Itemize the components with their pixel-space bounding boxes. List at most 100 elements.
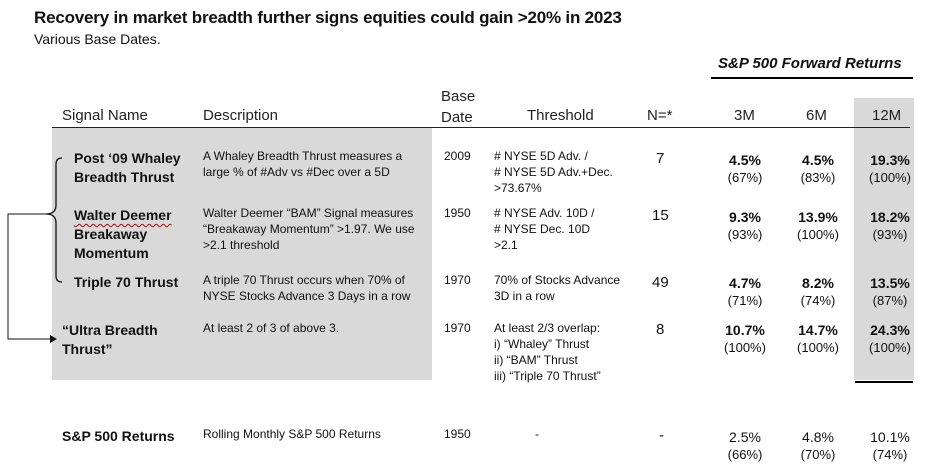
description-line: >2.1 threshold [203,238,280,252]
header-underline [52,127,910,128]
table-row-2-n: 15 [652,207,669,224]
table-row-3-description: A triple 70 Thrust occurs when 70% of NY… [203,272,410,304]
signal-name-line: Triple 70 Thrust [74,274,179,290]
description-line: A Whaley Breadth Thrust measures a [203,149,403,163]
description-line: Walter Deemer “BAM” Signal measures [203,206,414,220]
header-12m: 12M [872,107,902,124]
page-subtitle: Various Base Dates. [34,31,161,47]
table-row-5-description: Rolling Monthly S&P 500 Returns [203,426,381,442]
return-value: 10.1% [870,429,910,445]
return-hit-rate: (66%) [727,447,763,462]
return-value: 19.3% [870,152,910,168]
12m-column-shading [854,98,914,380]
threshold-line: ii) “BAM” Thrust [494,353,578,367]
table-row-5-6m: 4.8% (70%) [786,428,850,464]
return-value: 24.3% [870,322,910,338]
table-row-4-base-date: 1970 [444,321,471,335]
return-hit-rate: (100%) [869,170,911,185]
return-value: 9.3% [729,209,761,225]
threshold-line: >2.1 [494,238,518,252]
table-row-4-6m: 14.7% (100%) [786,321,850,357]
return-hit-rate: (71%) [727,293,763,308]
signal-name-line: Breadth Thrust [74,169,175,185]
table-row-2-signal-name: Walter Deemer Breakaway Momentum [74,206,172,263]
description-line: “Breakaway Momentum” >1.97. We use [203,222,415,236]
header-3m: 3M [734,107,755,124]
table-row-2-description: Walter Deemer “BAM” Signal measures “Bre… [203,205,415,253]
table-row-1-n: 7 [656,150,665,167]
table-row-3-3m: 4.7% (71%) [713,274,777,310]
description-line: large % of #Adv vs #Dec over a 5D [203,165,390,179]
signal-name-line: “Ultra Breadth [62,322,158,338]
table-row-3-6m: 8.2% (74%) [786,274,850,310]
table-row-4-12m: 24.3% (100%) [858,321,922,357]
table-row-5-signal-name: S&P 500 Returns [62,427,175,446]
description-line: A triple 70 Thrust occurs when 70% of [203,273,405,287]
signal-name-line: Post ‘09 Whaley [74,150,181,166]
table-row-5-12m: 10.1% (74%) [858,428,922,464]
spellcheck-underlined-text: Walter Deemer [74,207,172,223]
table-row-4-signal-name: “Ultra Breadth Thrust” [62,321,158,359]
table-row-1-6m: 4.5% (83%) [786,151,850,187]
return-value: 4.8% [802,429,834,445]
table-row-5-3m: 2.5% (66%) [713,428,777,464]
threshold-line: # NYSE 5D Adv.+Dec. [494,165,613,179]
table-row-4-threshold: At least 2/3 overlap: i) “Whaley” Thrust… [494,320,601,384]
signal-name-line: Thrust” [62,341,113,357]
forward-returns-underline [711,77,913,79]
threshold-line: >73.67% [494,181,542,195]
forward-returns-header: S&P 500 Forward Returns [718,55,902,72]
table-row-4-n: 8 [656,321,665,338]
table-row-4-description: At least 2 of 3 of above 3. [203,320,339,336]
table-row-3-base-date: 1970 [444,273,471,287]
threshold-line: i) “Whaley” Thrust [494,337,590,351]
signal-name-line: Breakaway [74,226,148,242]
signal-name-line: Walter Deemer [74,206,172,225]
threshold-line: At least 2/3 overlap: [494,321,601,335]
table-row-2-3m: 9.3% (93%) [713,208,777,244]
return-hit-rate: (87%) [872,293,908,308]
return-hit-rate: (93%) [727,227,763,242]
table-row-5-threshold: - [535,426,539,442]
table-row-3-n: 49 [652,274,669,291]
table-row-2-6m: 13.9% (100%) [786,208,850,244]
header-base-date-line2: Date [441,109,473,126]
table-row-2-12m: 18.2% (93%) [858,208,922,244]
threshold-line: 3D in a row [494,289,555,303]
signal-name-line: Momentum [74,245,149,261]
table-row-5-base-date: 1950 [444,427,471,441]
table-row-1-3m: 4.5% (67%) [713,151,777,187]
table-row-2-threshold: # NYSE Adv. 10D / # NYSE Dec. 10D >2.1 [494,205,595,253]
threshold-line: # NYSE Dec. 10D [494,222,591,236]
signal-name-line: S&P 500 Returns [62,428,175,444]
return-hit-rate: (74%) [800,293,836,308]
header-base-date-line1: Base [441,88,476,105]
table-row-1-12m: 19.3% (100%) [858,151,922,187]
return-hit-rate: (83%) [800,170,836,185]
table-row-5-n: - [659,427,664,444]
return-hit-rate: (100%) [869,340,911,355]
table-row-3-signal-name: Triple 70 Thrust [74,273,178,292]
header-threshold: Threshold [527,107,594,124]
return-value: 4.5% [802,152,834,168]
return-hit-rate: (67%) [727,170,763,185]
return-value: 13.9% [798,209,838,225]
table-row-1-description: A Whaley Breadth Thrust measures a large… [203,148,402,180]
signals-shaded-panel [52,128,432,380]
return-value: 8.2% [802,275,834,291]
header-base-date: Base Date [441,86,475,128]
description-line: NYSE Stocks Advance 3 Days in a row [203,289,411,303]
return-value: 13.5% [870,275,910,291]
table-row-1-threshold: # NYSE 5D Adv. / # NYSE 5D Adv.+Dec. >73… [494,148,613,196]
page-title: Recovery in market breadth further signs… [34,8,622,27]
threshold-line: # NYSE 5D Adv. / [494,149,588,163]
table-row-1-base-date: 2009 [444,149,471,163]
table-row-1-signal-name: Post ‘09 Whaley Breadth Thrust [74,149,181,187]
description-line: At least 2 of 3 of above 3. [203,321,340,335]
return-hit-rate: (100%) [797,340,839,355]
table-row-3-threshold: 70% of Stocks Advance 3D in a row [494,272,620,304]
return-value: 14.7% [798,322,838,338]
header-6m: 6M [806,107,827,124]
return-hit-rate: (74%) [872,447,908,462]
